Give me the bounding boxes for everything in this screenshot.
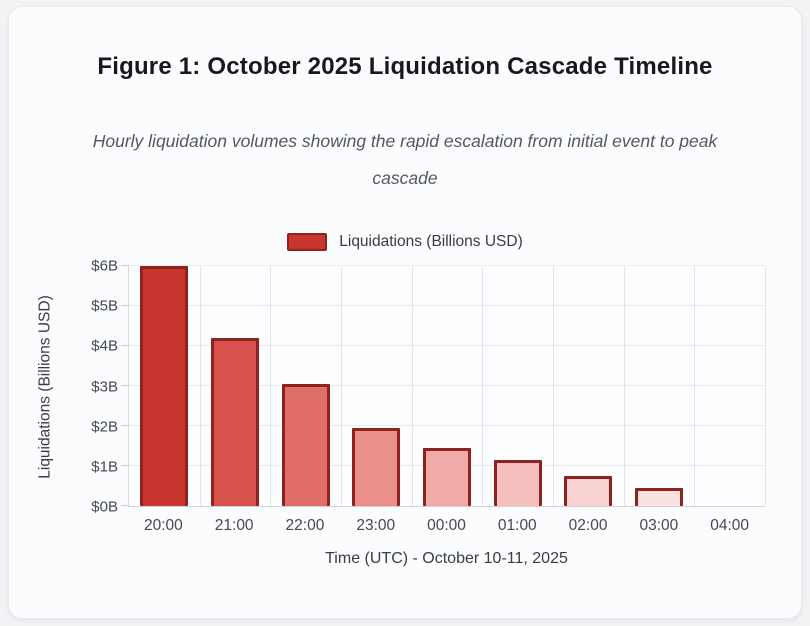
y-tick-label: $6B — [91, 257, 118, 275]
bar-column — [553, 266, 624, 506]
x-axis-title: Time (UTC) - October 10-11, 2025 — [325, 550, 568, 567]
x-gridline — [694, 266, 696, 506]
figure-subtitle: Hourly liquidation volumes showing the r… — [92, 131, 718, 188]
y-gridline — [129, 425, 765, 427]
y-gridline — [129, 305, 765, 306]
y-tick-label: $2B — [91, 418, 118, 436]
x-tick-label: 04:00 — [710, 517, 750, 534]
plot-area — [121, 265, 766, 507]
y-tick-label: $4B — [91, 337, 118, 355]
bar-20:00 — [140, 266, 189, 506]
x-tick-label: 21:00 — [214, 517, 254, 534]
bar-column — [694, 266, 765, 506]
x-tick-label: 23:00 — [356, 517, 396, 534]
bar-column — [129, 266, 200, 506]
y-tickmark — [121, 425, 129, 427]
y-gridline — [129, 345, 765, 347]
chart-legend: Liquidations (Billions USD) — [9, 233, 801, 251]
y-tick-label: $3B — [91, 378, 118, 395]
x-tick-label: 03:00 — [639, 517, 679, 534]
y-gridline — [129, 265, 765, 266]
bar-22:00 — [281, 384, 330, 506]
bar-03:00 — [634, 488, 683, 506]
bar-01:00 — [493, 460, 542, 506]
x-tick-label: 00:00 — [427, 517, 466, 534]
y-tick-label: $1B — [91, 458, 118, 476]
y-axis-tick-labels: $0B $1B $2B $3B $4B $5B $6B — [9, 258, 118, 516]
y-tickmark — [121, 505, 129, 506]
y-tickmark — [121, 345, 129, 347]
bar-21:00 — [210, 338, 259, 506]
bar-column — [624, 266, 695, 506]
legend-swatch-icon — [287, 233, 328, 251]
x-tick-label: 20:00 — [143, 517, 183, 534]
y-tick-label: $5B — [91, 297, 118, 315]
y-tickmark — [121, 265, 129, 266]
legend-label: Liquidations (Billions USD) — [339, 233, 523, 250]
x-axis-tick-labels: 20:00 21:00 22:00 23:00 00:00 01:00 02:00 03:00… — [128, 517, 765, 535]
x-gridline — [199, 266, 201, 506]
x-gridline — [623, 266, 625, 506]
bar-00:00 — [422, 448, 471, 506]
bar-23:00 — [352, 428, 401, 506]
x-gridline — [411, 266, 413, 506]
bar-column — [341, 266, 412, 506]
x-gridline — [341, 266, 342, 506]
x-gridline — [270, 266, 272, 506]
y-tickmark — [121, 385, 129, 386]
bar-column — [270, 266, 341, 506]
x-gridline — [553, 266, 554, 506]
y-tickmark — [121, 465, 129, 467]
x-gridline — [765, 266, 766, 506]
x-gridline — [482, 266, 484, 506]
y-gridline — [129, 385, 765, 386]
y-tick-label: $0B — [91, 498, 118, 516]
bar-column — [200, 266, 271, 506]
y-tickmark — [121, 305, 129, 306]
figure-card: Figure 1: October 2025 Liquidation Casca… — [8, 6, 802, 619]
x-tick-label: 02:00 — [568, 517, 608, 534]
figure-title: Figure 1: October 2025 Liquidation Casca… — [97, 53, 713, 80]
bar-column — [482, 266, 553, 506]
x-tick-label: 22:00 — [285, 517, 325, 534]
bar-02:00 — [564, 476, 613, 506]
x-tick-label: 01:00 — [497, 517, 537, 534]
bar-column — [412, 266, 483, 506]
